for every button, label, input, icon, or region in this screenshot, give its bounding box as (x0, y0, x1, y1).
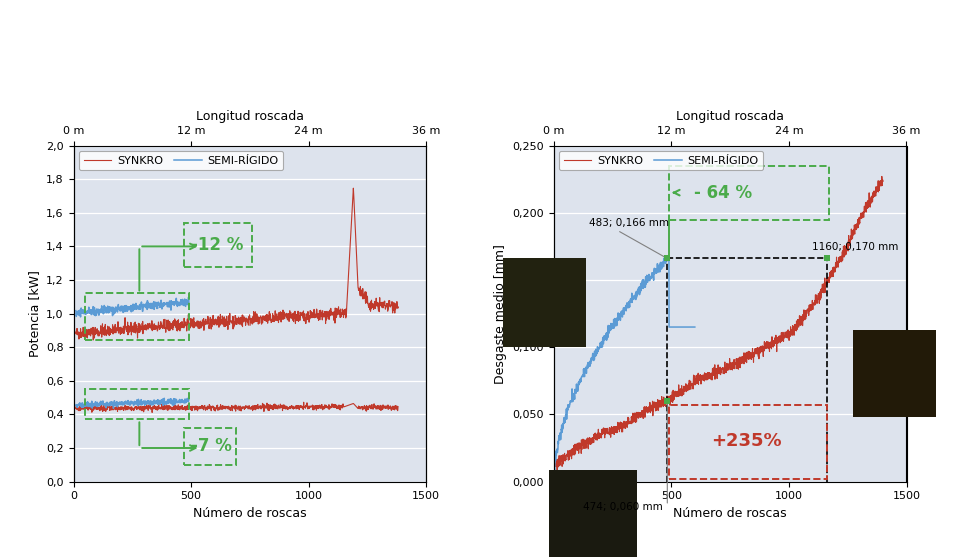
SYNKRO (876, 173, 888, 180)
Line: SYNKRO: SYNKRO (75, 188, 398, 340)
Legend: SYNKRO, SEMI-RÍGIDO: SYNKRO, SEMI-RÍGIDO (79, 151, 283, 170)
SYNKRO (564, 451, 576, 458)
SYNKRO (70, 329, 81, 335)
SYNKRO (877, 178, 889, 185)
Text: -7 %: -7 % (191, 437, 231, 455)
Text: -12 %: -12 % (191, 236, 243, 254)
SEMI-RÍGIDO (152, 305, 164, 312)
SEMI-RÍGIDO (158, 300, 170, 307)
SYNKRO (195, 323, 207, 330)
Bar (669, 166, 829, 220)
SYNKRO (392, 305, 404, 311)
SEMI-RÍGIDO (134, 306, 146, 312)
SEMI-RÍGIDO (548, 464, 560, 471)
Legend: SYNKRO, SEMI-RÍGIDO: SYNKRO, SEMI-RÍGIDO (560, 151, 763, 170)
Text: 483; 0,166 mm: 483; 0,166 mm (589, 218, 669, 228)
SEMI-RÍGIDO (70, 307, 81, 314)
SEMI-RÍGIDO (689, 324, 701, 330)
SYNKRO (348, 185, 360, 192)
SYNKRO (87, 337, 99, 343)
SEMI-RÍGIDO (74, 314, 86, 320)
Y-axis label: Potencia [kW]: Potencia [kW] (27, 270, 40, 357)
Line: SEMI-RÍGIDO: SEMI-RÍGIDO (75, 297, 189, 317)
SEMI-RÍGIDO (182, 294, 194, 301)
SYNKRO (552, 468, 563, 475)
SEMI-RÍGIDO (183, 299, 195, 306)
Bar (85, 293, 189, 340)
Bar (184, 223, 252, 267)
SYNKRO (867, 194, 879, 200)
Bar (184, 428, 236, 465)
SEMI-RÍGIDO (549, 467, 561, 474)
X-axis label: Número de roscas: Número de roscas (193, 507, 307, 520)
SEMI-RÍGIDO (126, 306, 138, 313)
SYNKRO (258, 314, 270, 320)
X-axis label: Longitud roscada: Longitud roscada (196, 110, 304, 123)
SYNKRO (368, 305, 379, 311)
SYNKRO (709, 366, 720, 373)
Line: SEMI-RÍGIDO: SEMI-RÍGIDO (554, 256, 695, 470)
Text: - 64 %: - 64 % (694, 184, 752, 202)
Bar (85, 389, 189, 419)
SEMI-RÍGIDO (136, 303, 148, 310)
SEMI-RÍGIDO (660, 256, 671, 263)
SEMI-RÍGIDO (559, 419, 570, 426)
SEMI-RÍGIDO (176, 300, 188, 307)
SYNKRO (381, 300, 393, 307)
SEMI-RÍGIDO (661, 253, 672, 259)
SYNKRO (548, 461, 560, 468)
Bar (669, 405, 826, 479)
SEMI-RÍGIDO (609, 317, 620, 324)
X-axis label: Número de roscas: Número de roscas (673, 507, 787, 520)
Text: +235%: +235% (711, 432, 782, 450)
SYNKRO (700, 372, 711, 379)
Text: 1160; 0,170 mm: 1160; 0,170 mm (812, 242, 899, 253)
SEMI-RÍGIDO (687, 324, 699, 330)
SEMI-RÍGIDO (656, 266, 667, 273)
SYNKRO (231, 321, 243, 328)
Y-axis label: Desgaste medio [mm]: Desgaste medio [mm] (494, 244, 507, 384)
SYNKRO (867, 193, 879, 199)
Text: 474; 0,060 mm: 474; 0,060 mm (583, 502, 662, 512)
X-axis label: Longitud roscada: Longitud roscada (676, 110, 784, 123)
SEMI-RÍGIDO (603, 322, 614, 329)
Line: SYNKRO: SYNKRO (554, 176, 883, 472)
SYNKRO (118, 330, 129, 337)
SYNKRO (808, 301, 819, 308)
